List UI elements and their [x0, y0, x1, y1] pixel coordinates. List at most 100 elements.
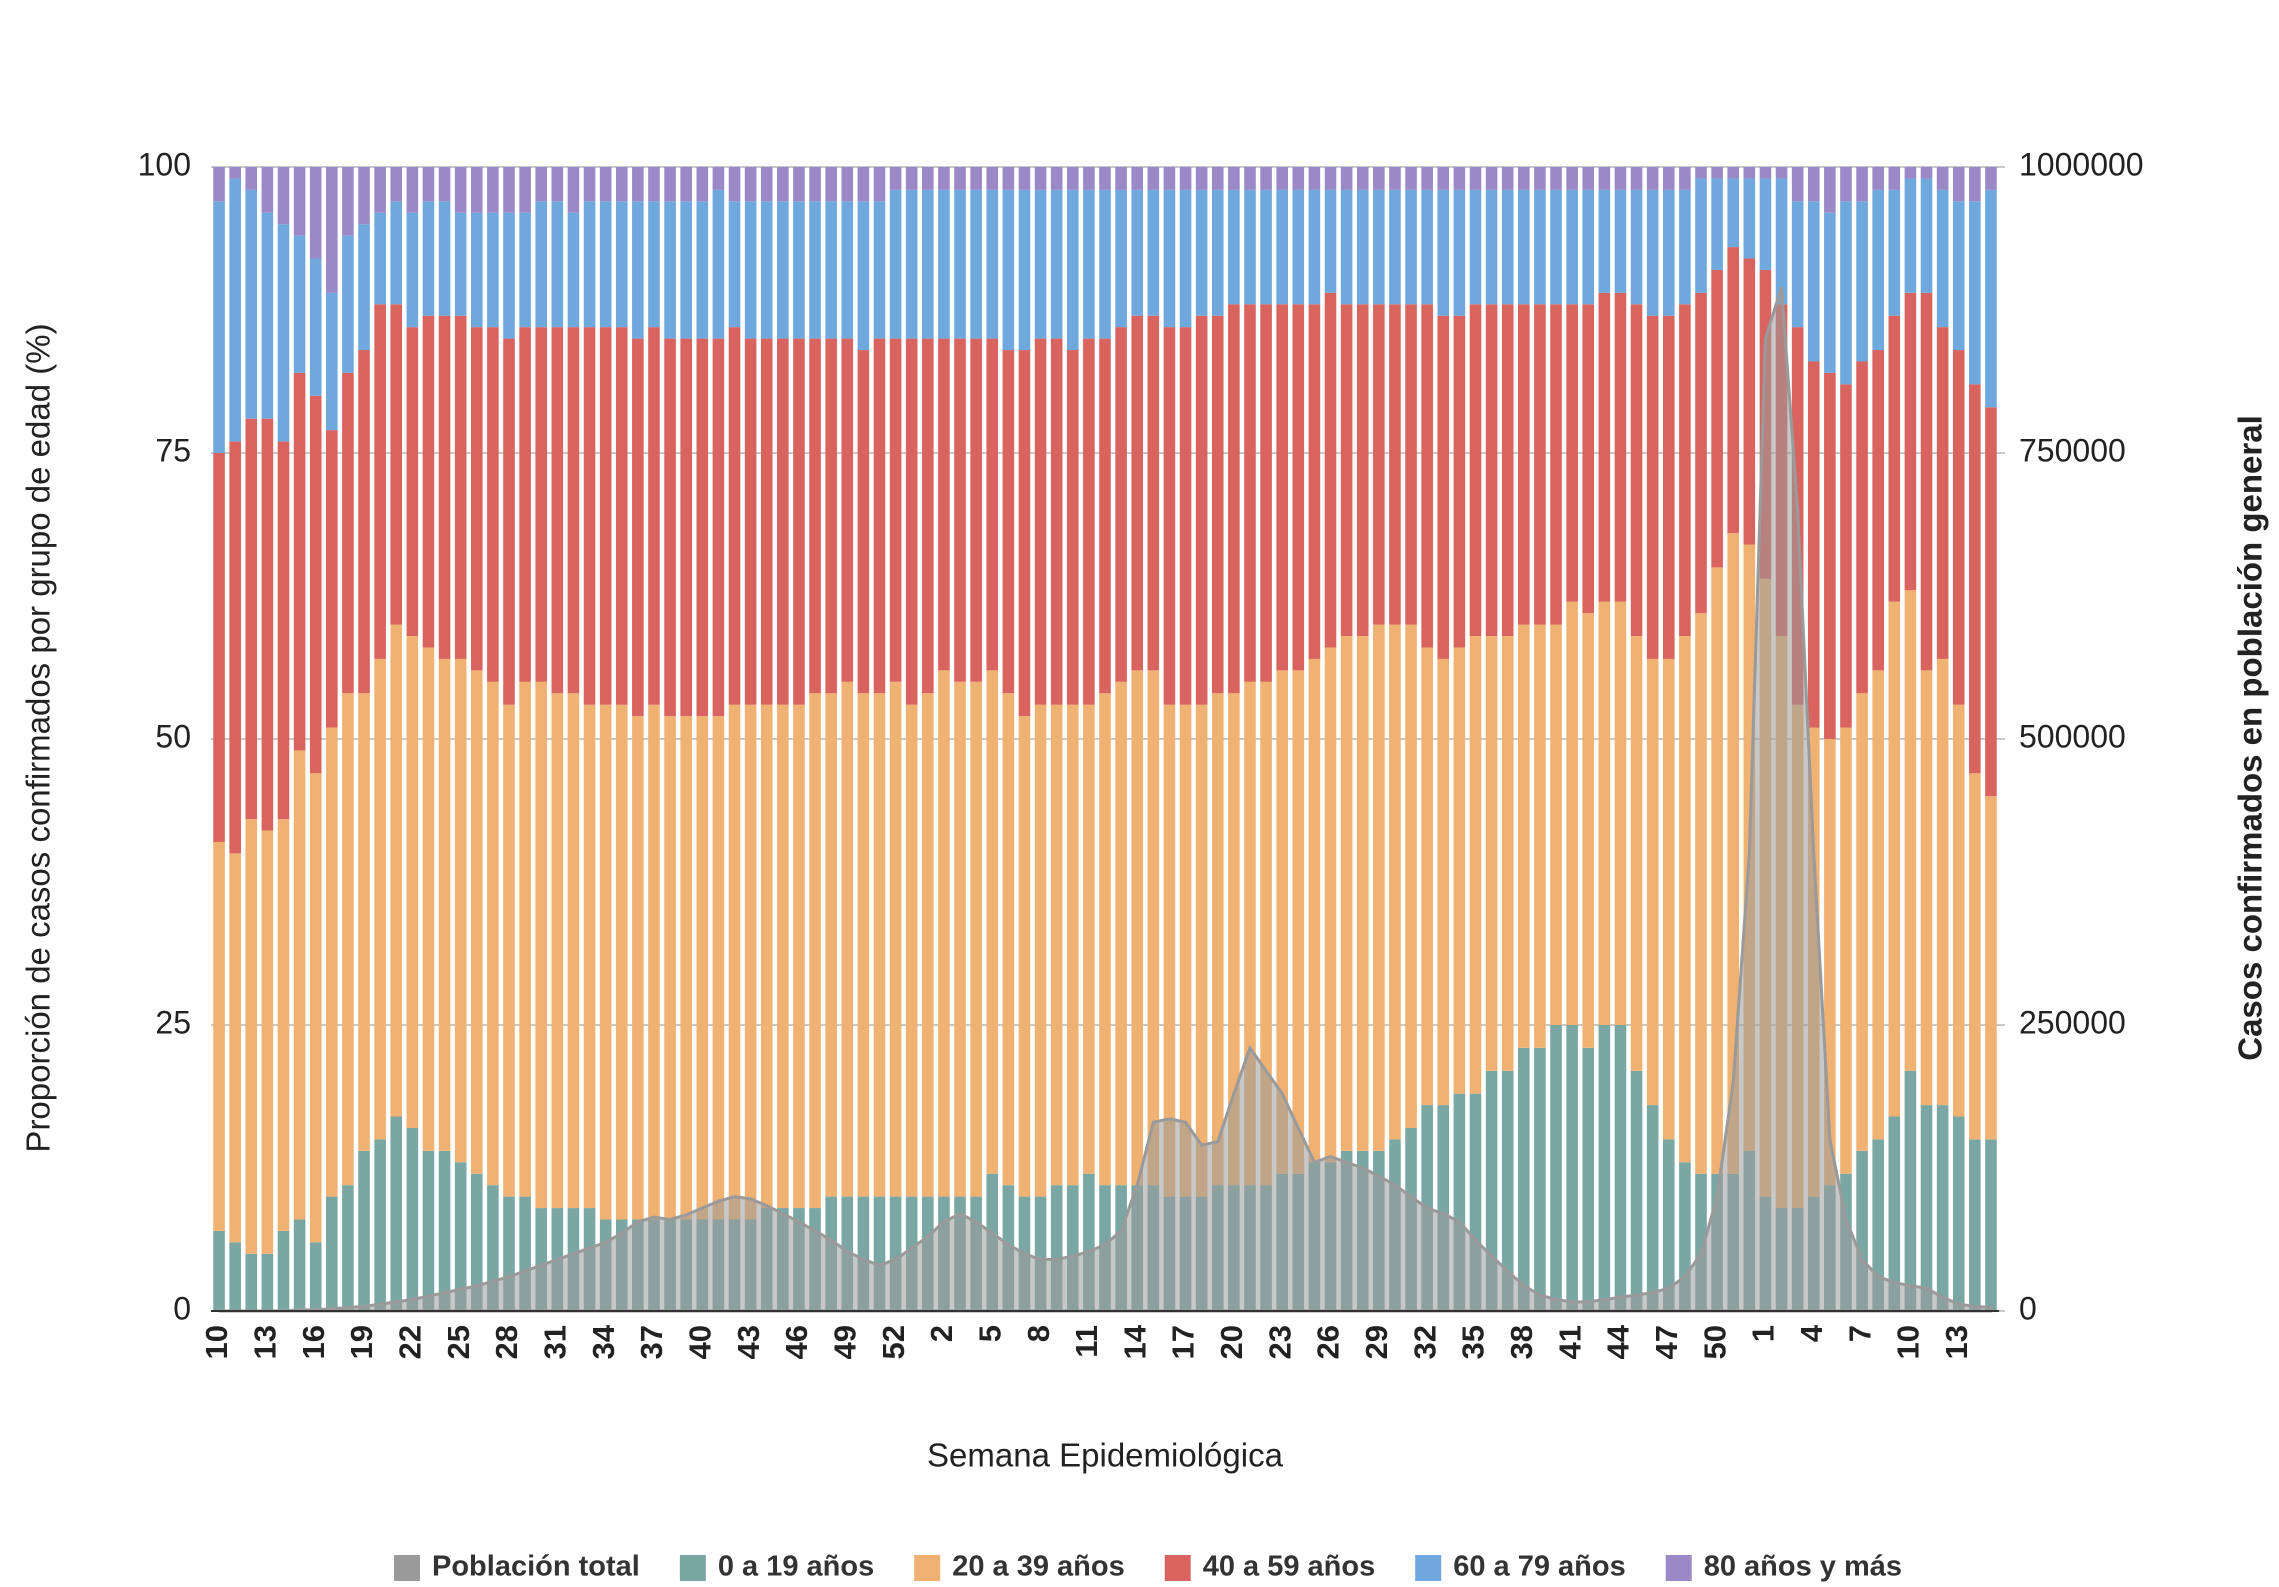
bar-segment [1292, 167, 1305, 190]
bar-segment [1260, 189, 1272, 305]
bar-segment [1260, 681, 1272, 1186]
x-tick-label: 34 [586, 1324, 621, 1359]
y-tick-label: 25 [155, 1004, 191, 1040]
bar-segment [922, 338, 934, 694]
bar-segment [873, 338, 886, 694]
bar-segment [1002, 189, 1015, 351]
bar-segment [777, 201, 789, 339]
bar-segment [422, 647, 435, 1151]
bar-segment [1453, 167, 1466, 190]
bar-segment [1147, 315, 1160, 671]
bar-segment [1485, 1070, 1498, 1311]
bar-segment [470, 327, 483, 671]
bar-segment [1453, 189, 1466, 316]
bar-segment [1727, 247, 1740, 534]
bar-segment [422, 1150, 435, 1311]
bar-segment [873, 201, 886, 339]
bar-segment [1904, 292, 1917, 591]
bar-segment [406, 167, 419, 213]
x-tick-label: 10 [1891, 1325, 1926, 1359]
legend-label: 20 a 39 años [952, 1551, 1125, 1583]
bar-segment [1469, 189, 1482, 305]
bar-segment [487, 1185, 499, 1311]
bar-segment [857, 350, 870, 694]
bar-segment [1356, 189, 1369, 305]
bar-segment [970, 338, 982, 682]
x-tick-label: 49 [827, 1325, 862, 1359]
bar-segment [1083, 338, 1095, 705]
bar-segment [1373, 304, 1385, 625]
bar-segment [1147, 189, 1160, 316]
bar-segment [229, 441, 241, 854]
bar-segment [1485, 189, 1498, 305]
bar-segment [1952, 350, 1965, 705]
bar-segment [1759, 178, 1772, 270]
y2-tick-label: 250000 [2019, 1004, 2126, 1040]
bar-segment [261, 418, 274, 831]
bar-segment [1566, 304, 1578, 602]
bar-segment [1211, 189, 1224, 316]
bar-segment [1244, 681, 1256, 1186]
bar-segment [1662, 658, 1675, 1140]
bar-segment [615, 167, 628, 202]
bar-segment [342, 693, 354, 1186]
bar-segment [728, 327, 741, 705]
legend: Población total 0 a 19 años 20 a 39 años 40… [393, 1551, 1902, 1583]
x-tick-label: 44 [1601, 1324, 1636, 1359]
bar-segment [857, 167, 870, 202]
bar-segment [1985, 1139, 1997, 1311]
bar-segment [986, 338, 999, 671]
bar-segment [1582, 189, 1595, 305]
legend-swatch [1665, 1555, 1692, 1581]
bar-segment [1099, 189, 1111, 339]
bar-segment [309, 1242, 322, 1311]
bar-segment [470, 212, 483, 328]
bar-segment [1179, 167, 1192, 190]
bar-segment [535, 327, 548, 682]
bar-segment [1534, 1047, 1546, 1311]
x-tick-label: 11 [1069, 1325, 1104, 1358]
bar-segment [1936, 1105, 1949, 1311]
y-tick-label: 75 [155, 432, 191, 468]
bar-segment [1920, 1105, 1933, 1311]
bar-segment [825, 167, 837, 202]
bar-segment [326, 430, 338, 728]
bar-segment [1598, 1025, 1611, 1311]
bar-segment [1389, 167, 1401, 190]
bar-segment [309, 167, 322, 259]
bar-segment [1453, 647, 1466, 1094]
bar-segment [1308, 658, 1321, 1163]
bar-segment [342, 1185, 354, 1311]
bar-segment [1421, 647, 1433, 1106]
bar-segment [438, 167, 451, 202]
x-tick-label: 8 [1021, 1325, 1056, 1342]
bar-segment [1389, 304, 1401, 625]
bar-segment [1211, 693, 1224, 1186]
x-tick-label: 41 [1552, 1325, 1587, 1359]
bar-segment [1727, 533, 1740, 1174]
bar-segment [1679, 1162, 1691, 1311]
bar-segment [1695, 613, 1707, 1174]
bar-segment [487, 327, 499, 682]
bar-segment [1276, 670, 1288, 1174]
bar-segment [1518, 304, 1530, 625]
bar-segment [1646, 167, 1659, 190]
bar-segment [1695, 292, 1707, 614]
bar-segment [1759, 167, 1772, 179]
legend-label: 60 a 79 años [1453, 1551, 1626, 1583]
bar-segment [664, 716, 676, 1220]
bar-segment [309, 395, 322, 774]
bar-segment [261, 167, 274, 213]
bar-segment [793, 201, 805, 339]
x-tick-label: 5 [972, 1325, 1007, 1342]
area [219, 286, 1993, 1313]
bar-segment [1952, 167, 1965, 202]
x-tick-label: 52 [876, 1325, 911, 1359]
bar-segment [841, 201, 854, 339]
bar-segment [1936, 658, 1949, 1106]
bar-segment [970, 189, 982, 339]
bar-segment [1324, 189, 1337, 293]
bar-segment [1598, 167, 1611, 190]
bar-segment [1389, 624, 1401, 1140]
bar-segment [1582, 167, 1595, 190]
